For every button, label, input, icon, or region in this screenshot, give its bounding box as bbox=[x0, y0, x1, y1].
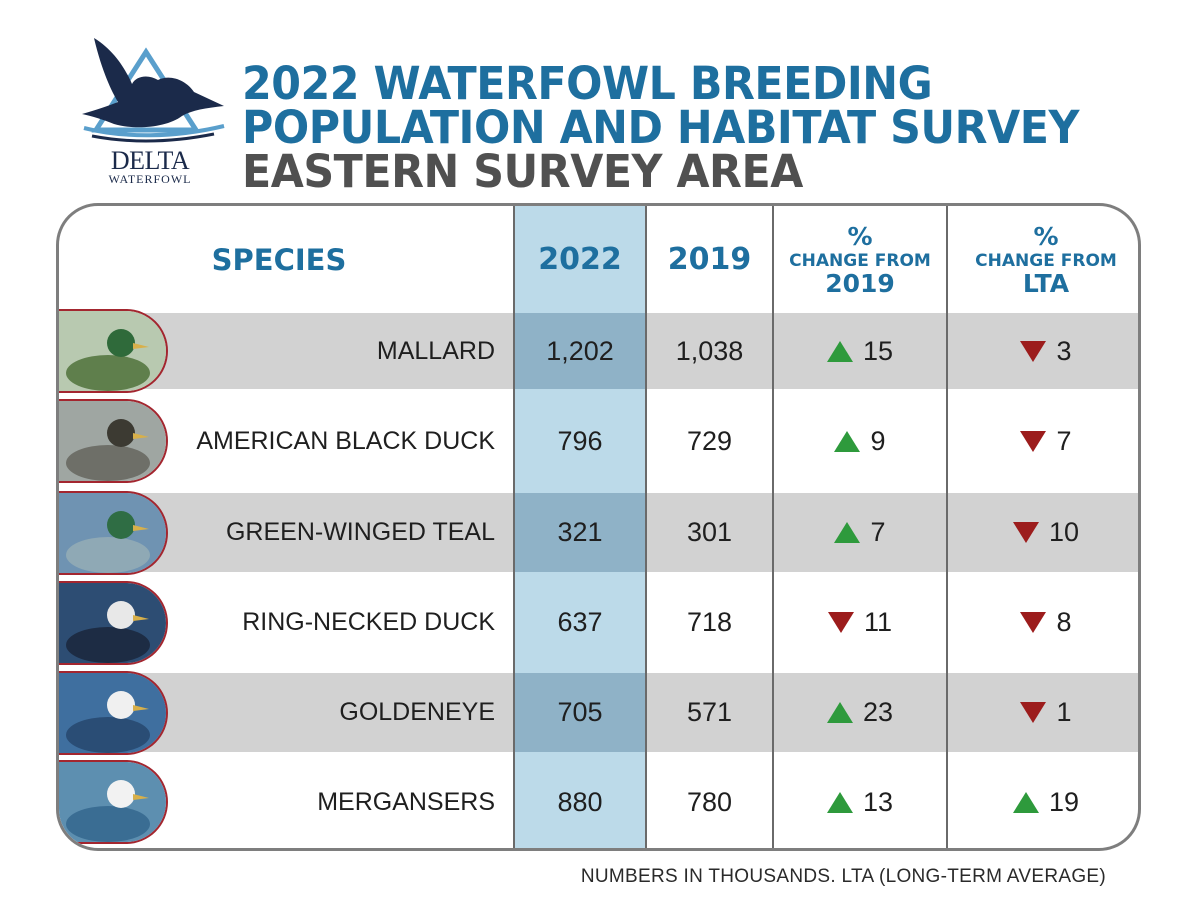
change-from-lta: 1 bbox=[948, 673, 1138, 752]
change-value: 23 bbox=[862, 697, 894, 727]
change-value: 19 bbox=[1048, 786, 1080, 817]
value-2019: 780 bbox=[686, 786, 733, 817]
value-2019: 718 bbox=[686, 607, 733, 637]
triangle-down-icon bbox=[1020, 430, 1047, 452]
triangle-up-icon bbox=[826, 702, 853, 723]
duck-photo bbox=[59, 581, 168, 665]
change-from-2019: 13 bbox=[774, 752, 946, 848]
column-divider bbox=[645, 206, 647, 848]
duck-photo bbox=[59, 760, 168, 844]
value-2022: 796 bbox=[557, 425, 603, 456]
change-from-2019: 11 bbox=[774, 572, 946, 673]
duck-logo-icon bbox=[82, 38, 225, 143]
triangle-down-icon bbox=[1020, 702, 1047, 723]
change-from-2019: 23 bbox=[774, 673, 946, 752]
change-from-lta: 8 bbox=[948, 572, 1138, 673]
value-2019: 301 bbox=[686, 517, 733, 547]
footnote: NUMBERS IN THOUSANDS. LTA (LONG-TERM AVE… bbox=[580, 866, 1106, 887]
table-row: MALLARD 1,202 1,038 15 3 bbox=[59, 309, 1138, 393]
header-2022: 2022 bbox=[538, 242, 622, 277]
triangle-up-icon bbox=[1012, 791, 1039, 813]
change-value: 15 bbox=[862, 335, 894, 366]
change-value: 3 bbox=[1056, 335, 1072, 366]
survey-table: MALLARD 1,202 1,038 15 3 AMERICAN BLACK DUCK 7… bbox=[56, 203, 1141, 851]
change-from-lta: 10 bbox=[948, 493, 1138, 572]
column-divider bbox=[946, 206, 948, 848]
page-title: 2022 WATERFOWL BREEDING POPULATION AND H… bbox=[242, 57, 1079, 198]
col-2022-cell-bg bbox=[515, 493, 645, 572]
value-2019: 1,038 bbox=[675, 335, 744, 366]
change-value: 10 bbox=[1048, 517, 1080, 547]
triangle-up-icon bbox=[834, 522, 861, 543]
change-label: CHANGE FROM bbox=[789, 250, 931, 271]
value-2022: 321 bbox=[557, 517, 603, 547]
triangle-down-icon bbox=[1012, 522, 1039, 543]
change-value: 1 bbox=[1056, 697, 1072, 727]
header-species: SPECIES bbox=[211, 242, 347, 277]
species-name: GREEN-WINGED TEAL bbox=[225, 518, 495, 546]
pct-symbol: % bbox=[1033, 221, 1059, 251]
column-divider bbox=[513, 206, 515, 848]
value-2022: 705 bbox=[557, 697, 603, 727]
change-from-lta: 7 bbox=[948, 389, 1138, 493]
change-from-2019: 15 bbox=[774, 313, 946, 389]
species-name: RING-NECKED DUCK bbox=[242, 608, 495, 636]
triangle-up-icon bbox=[826, 791, 853, 813]
value-2022: 880 bbox=[557, 786, 603, 817]
table-row: GOLDENEYE 705 571 23 1 bbox=[59, 671, 1138, 755]
col-2022-cell-bg bbox=[515, 313, 645, 389]
value-2019: 571 bbox=[686, 697, 733, 727]
header-change-lta: % CHANGE FROM LTA bbox=[948, 206, 1138, 313]
title-line-2: POPULATION AND HABITAT SURVEY bbox=[242, 101, 1079, 154]
pct-symbol: % bbox=[847, 221, 873, 251]
species-name: GOLDENEYE bbox=[339, 698, 495, 726]
change-value: 7 bbox=[1056, 425, 1072, 456]
species-name: MERGANSERS bbox=[317, 787, 495, 816]
change-from-2019: 7 bbox=[774, 493, 946, 572]
triangle-down-icon bbox=[1020, 612, 1047, 633]
change-ref: 2019 bbox=[825, 268, 895, 298]
duck-photo bbox=[59, 491, 168, 575]
table-row: GREEN-WINGED TEAL 321 301 7 10 bbox=[59, 491, 1138, 575]
logo-subname: WATERFOWL bbox=[108, 172, 192, 186]
header-2019: 2019 bbox=[667, 242, 752, 277]
duck-photo bbox=[59, 309, 168, 393]
value-2022: 1,202 bbox=[546, 335, 614, 366]
table-row: AMERICAN BLACK DUCK 796 729 9 7 bbox=[59, 389, 1138, 493]
change-value: 9 bbox=[870, 425, 886, 456]
triangle-down-icon bbox=[1020, 340, 1047, 362]
duck-photo bbox=[59, 671, 168, 755]
logo-name: DELTA bbox=[110, 146, 190, 175]
triangle-up-icon bbox=[826, 340, 853, 362]
change-from-lta: 3 bbox=[948, 313, 1138, 389]
change-from-lta: 19 bbox=[948, 752, 1138, 848]
triangle-up-icon bbox=[834, 430, 861, 452]
change-from-2019: 9 bbox=[774, 389, 946, 493]
header-change-2019: % CHANGE FROM 2019 bbox=[774, 206, 946, 313]
title-line-1: 2022 WATERFOWL BREEDING bbox=[242, 57, 933, 110]
column-divider bbox=[772, 206, 774, 848]
title-line-3: EASTERN SURVEY AREA bbox=[242, 145, 803, 198]
value-2022: 637 bbox=[557, 607, 603, 637]
change-value: 8 bbox=[1056, 607, 1072, 637]
value-2019: 729 bbox=[686, 425, 733, 456]
change-value: 11 bbox=[863, 607, 893, 637]
delta-waterfowl-logo: DELTA WATERFOWL bbox=[74, 30, 234, 190]
species-name: MALLARD bbox=[376, 336, 495, 365]
change-ref: LTA bbox=[1022, 268, 1070, 298]
duck-photo bbox=[59, 399, 168, 483]
table-row: RING-NECKED DUCK 637 718 11 8 bbox=[59, 572, 1138, 673]
triangle-down-icon bbox=[827, 612, 854, 633]
col-2022-cell-bg bbox=[515, 673, 645, 752]
change-label: CHANGE FROM bbox=[975, 250, 1117, 271]
table-row: MERGANSERS 880 780 13 19 bbox=[59, 752, 1138, 848]
change-value: 13 bbox=[862, 786, 894, 817]
species-name: AMERICAN BLACK DUCK bbox=[196, 426, 495, 455]
change-value: 7 bbox=[870, 517, 886, 547]
